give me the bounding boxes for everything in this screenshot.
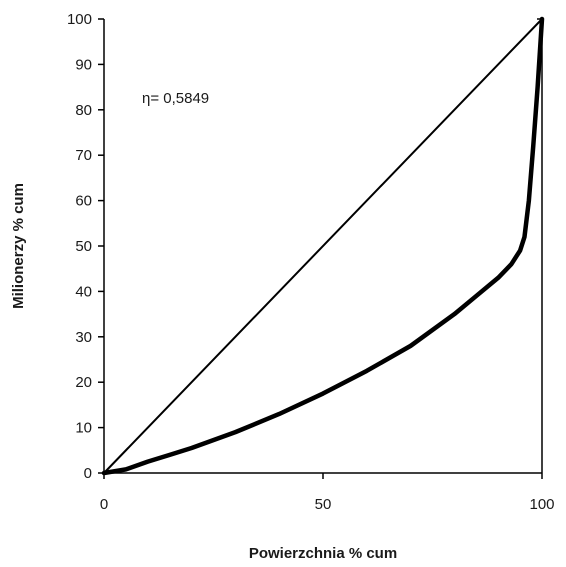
x-ticks: 0 50 100 (100, 473, 555, 513)
y-tick-label: 100 (67, 11, 92, 28)
x-tick-label: 100 (529, 496, 554, 513)
y-tick-label: 90 (75, 56, 92, 73)
y-ticks: 0 10 20 30 40 50 60 70 80 90 100 (67, 11, 104, 482)
x-tick-label: 0 (100, 496, 108, 513)
y-tick-label: 50 (75, 238, 92, 255)
equality-line (103, 18, 543, 474)
y-tick-label: 20 (75, 374, 92, 391)
y-tick-label: 80 (75, 102, 92, 119)
y-tick-label: 30 (75, 329, 92, 346)
series-layer (101, 16, 545, 476)
concentration-curve (101, 16, 545, 476)
plot-area: 0 10 20 30 40 50 60 70 80 90 100 0 50 100 (67, 11, 555, 513)
x-tick-label: 50 (315, 496, 332, 513)
y-tick-label: 40 (75, 283, 92, 300)
y-tick-label: 60 (75, 193, 92, 210)
x-axis-title: Powierzchnia % cum (249, 545, 397, 562)
y-tick-label: 10 (75, 420, 92, 437)
y-tick-label: 0 (84, 465, 92, 482)
annotation-eta: η= 0,5849 (142, 90, 209, 107)
y-tick-label: 70 (75, 147, 92, 164)
y-axis-title: Milionerzy % cum (10, 183, 27, 309)
